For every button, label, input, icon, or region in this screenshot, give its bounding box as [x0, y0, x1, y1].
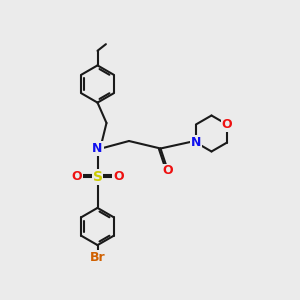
Text: N: N: [191, 136, 201, 149]
Text: Br: Br: [90, 251, 105, 264]
Text: O: O: [113, 170, 124, 184]
Text: O: O: [163, 164, 173, 178]
Text: O: O: [71, 170, 82, 184]
Text: N: N: [92, 142, 103, 155]
Text: S: S: [92, 170, 103, 184]
Text: O: O: [222, 118, 232, 131]
